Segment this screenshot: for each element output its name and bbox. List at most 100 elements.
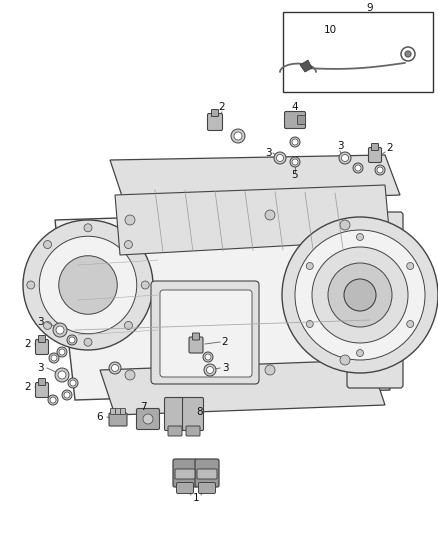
Text: 4: 4 — [292, 102, 298, 112]
Circle shape — [234, 132, 242, 140]
Circle shape — [62, 390, 72, 400]
Text: 2: 2 — [25, 339, 31, 349]
Circle shape — [64, 392, 70, 398]
Circle shape — [53, 323, 67, 337]
Circle shape — [355, 165, 361, 171]
FancyBboxPatch shape — [151, 281, 259, 384]
FancyBboxPatch shape — [347, 212, 403, 388]
Circle shape — [57, 347, 67, 357]
Polygon shape — [55, 210, 390, 400]
Text: 3: 3 — [337, 141, 343, 151]
Circle shape — [295, 230, 425, 360]
Circle shape — [292, 139, 298, 145]
Circle shape — [265, 210, 275, 220]
FancyBboxPatch shape — [116, 408, 120, 415]
FancyBboxPatch shape — [110, 408, 116, 415]
Text: 2: 2 — [219, 102, 225, 112]
Polygon shape — [300, 60, 312, 72]
FancyBboxPatch shape — [189, 337, 203, 353]
Circle shape — [276, 155, 283, 161]
Circle shape — [339, 152, 351, 164]
FancyBboxPatch shape — [368, 148, 381, 163]
Circle shape — [112, 365, 119, 372]
FancyBboxPatch shape — [371, 143, 378, 150]
FancyBboxPatch shape — [39, 335, 46, 343]
Circle shape — [274, 152, 286, 164]
FancyBboxPatch shape — [35, 383, 49, 398]
FancyBboxPatch shape — [35, 340, 49, 354]
Polygon shape — [100, 360, 385, 415]
Circle shape — [282, 217, 438, 373]
FancyBboxPatch shape — [208, 114, 223, 131]
Circle shape — [375, 165, 385, 175]
Circle shape — [55, 368, 69, 382]
Circle shape — [68, 378, 78, 388]
Circle shape — [67, 335, 77, 345]
Circle shape — [59, 349, 65, 355]
Circle shape — [125, 370, 135, 380]
FancyBboxPatch shape — [137, 408, 159, 430]
Circle shape — [203, 352, 213, 362]
Circle shape — [141, 281, 149, 289]
Circle shape — [340, 220, 350, 230]
Circle shape — [125, 215, 135, 225]
Bar — [283, 12, 433, 92]
Text: 7: 7 — [140, 402, 146, 412]
Circle shape — [204, 364, 216, 376]
Circle shape — [43, 321, 52, 329]
Circle shape — [43, 240, 52, 248]
Circle shape — [69, 337, 75, 343]
FancyBboxPatch shape — [39, 378, 46, 385]
Circle shape — [265, 365, 275, 375]
Circle shape — [27, 281, 35, 289]
Circle shape — [124, 321, 132, 329]
FancyBboxPatch shape — [120, 408, 126, 415]
Circle shape — [340, 355, 350, 365]
Text: 8: 8 — [197, 407, 203, 417]
Circle shape — [205, 354, 211, 360]
FancyBboxPatch shape — [109, 413, 127, 426]
Circle shape — [342, 155, 349, 161]
FancyBboxPatch shape — [165, 398, 186, 431]
FancyBboxPatch shape — [198, 482, 215, 494]
Circle shape — [407, 320, 414, 327]
Circle shape — [357, 233, 364, 240]
Circle shape — [50, 397, 56, 403]
FancyBboxPatch shape — [175, 469, 195, 479]
FancyBboxPatch shape — [177, 482, 194, 494]
Text: 2: 2 — [222, 337, 228, 347]
FancyBboxPatch shape — [173, 459, 197, 487]
Circle shape — [206, 367, 213, 374]
Text: 3: 3 — [265, 148, 271, 158]
Circle shape — [407, 262, 414, 270]
FancyBboxPatch shape — [186, 426, 200, 436]
Circle shape — [292, 159, 298, 165]
Text: 2: 2 — [387, 143, 393, 153]
Text: 6: 6 — [97, 412, 103, 422]
FancyBboxPatch shape — [192, 333, 199, 340]
Circle shape — [357, 350, 364, 357]
Circle shape — [59, 256, 117, 314]
Circle shape — [49, 353, 59, 363]
Circle shape — [306, 262, 313, 270]
Circle shape — [405, 51, 411, 57]
Text: 3: 3 — [37, 317, 43, 327]
Circle shape — [377, 167, 383, 173]
Circle shape — [48, 395, 58, 405]
Circle shape — [23, 220, 153, 350]
Circle shape — [70, 380, 76, 386]
Circle shape — [353, 163, 363, 173]
Text: 1: 1 — [193, 493, 199, 503]
FancyBboxPatch shape — [195, 459, 219, 487]
Circle shape — [84, 338, 92, 346]
Text: 3: 3 — [222, 363, 228, 373]
Circle shape — [58, 371, 66, 379]
Text: 10: 10 — [323, 25, 336, 35]
FancyBboxPatch shape — [197, 469, 217, 479]
Text: 2: 2 — [25, 382, 31, 392]
Polygon shape — [110, 155, 400, 205]
FancyBboxPatch shape — [285, 111, 305, 128]
Circle shape — [290, 137, 300, 147]
FancyBboxPatch shape — [183, 398, 204, 431]
Circle shape — [84, 224, 92, 232]
